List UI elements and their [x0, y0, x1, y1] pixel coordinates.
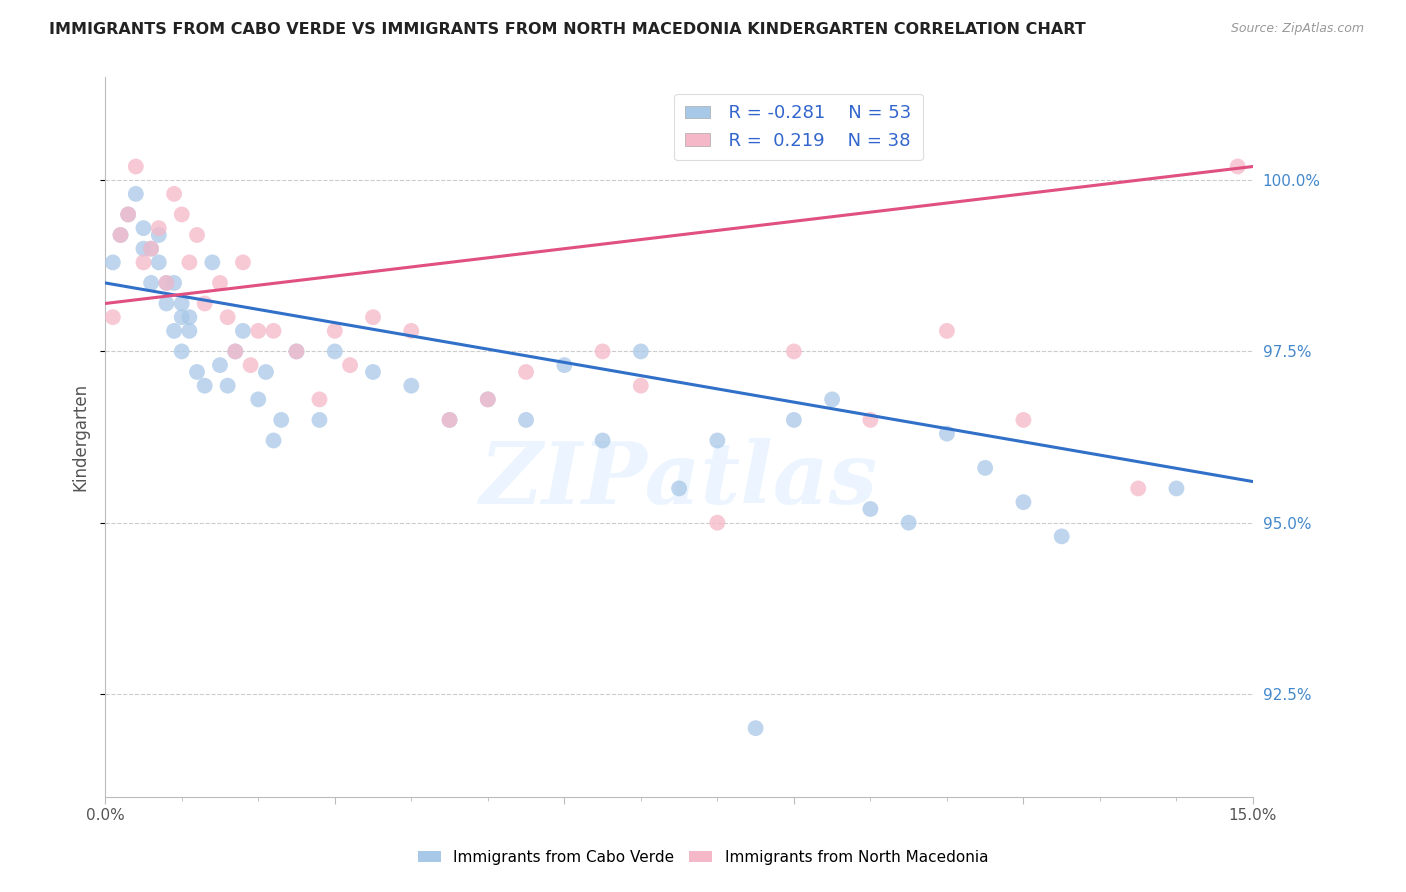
Point — [515, 413, 537, 427]
Point — [170, 310, 193, 325]
Point — [308, 413, 330, 427]
Point — [254, 365, 277, 379]
Point — [132, 221, 155, 235]
Point — [477, 392, 499, 407]
Y-axis label: Kindergarten: Kindergarten — [72, 383, 89, 491]
Point — [361, 365, 384, 379]
Point — [148, 227, 170, 242]
Point — [247, 392, 270, 407]
Point — [897, 516, 920, 530]
Point — [1166, 482, 1188, 496]
Point — [148, 255, 170, 269]
Point — [935, 426, 957, 441]
Point — [110, 227, 132, 242]
Point — [401, 378, 423, 392]
Point — [186, 227, 208, 242]
Point — [401, 324, 423, 338]
Point — [1226, 160, 1249, 174]
Point — [155, 276, 177, 290]
Point — [170, 207, 193, 221]
Point — [592, 434, 614, 448]
Point — [630, 344, 652, 359]
Point — [339, 358, 361, 372]
Point — [232, 255, 254, 269]
Point — [110, 227, 132, 242]
Point — [155, 296, 177, 310]
Point — [859, 502, 882, 516]
Point — [247, 324, 270, 338]
Point — [125, 160, 148, 174]
Legend:   R = -0.281    N = 53,   R =  0.219    N = 38: R = -0.281 N = 53, R = 0.219 N = 38 — [673, 94, 922, 161]
Point — [783, 344, 806, 359]
Point — [783, 413, 806, 427]
Point — [139, 242, 162, 256]
Point — [515, 365, 537, 379]
Point — [163, 186, 186, 201]
Point — [163, 276, 186, 290]
Point — [285, 344, 308, 359]
Point — [439, 413, 461, 427]
Point — [630, 378, 652, 392]
Point — [155, 276, 177, 290]
Point — [217, 378, 239, 392]
Point — [706, 434, 728, 448]
Point — [935, 324, 957, 338]
Point — [239, 358, 262, 372]
Text: ZIPatlas: ZIPatlas — [479, 439, 879, 522]
Point — [163, 324, 186, 338]
Point — [217, 310, 239, 325]
Text: IMMIGRANTS FROM CABO VERDE VS IMMIGRANTS FROM NORTH MACEDONIA KINDERGARTEN CORRE: IMMIGRANTS FROM CABO VERDE VS IMMIGRANTS… — [49, 22, 1085, 37]
Point — [1012, 495, 1035, 509]
Point — [170, 296, 193, 310]
Point — [132, 242, 155, 256]
Point — [974, 461, 997, 475]
Point — [263, 324, 285, 338]
Point — [439, 413, 461, 427]
Point — [208, 358, 231, 372]
Point — [186, 365, 208, 379]
Point — [194, 296, 217, 310]
Point — [132, 255, 155, 269]
Point — [101, 255, 124, 269]
Point — [148, 221, 170, 235]
Point — [270, 413, 292, 427]
Point — [323, 344, 346, 359]
Point — [744, 721, 766, 735]
Point — [1012, 413, 1035, 427]
Point — [101, 310, 124, 325]
Point — [117, 207, 139, 221]
Point — [1050, 529, 1073, 543]
Point — [179, 255, 201, 269]
Point — [361, 310, 384, 325]
Point — [232, 324, 254, 338]
Point — [859, 413, 882, 427]
Point — [821, 392, 844, 407]
Point — [194, 378, 217, 392]
Point — [179, 324, 201, 338]
Point — [285, 344, 308, 359]
Point — [139, 242, 162, 256]
Point — [706, 516, 728, 530]
Point — [1128, 482, 1150, 496]
Point — [117, 207, 139, 221]
Point — [477, 392, 499, 407]
Point — [224, 344, 246, 359]
Point — [208, 276, 231, 290]
Point — [668, 482, 690, 496]
Point — [553, 358, 575, 372]
Point — [179, 310, 201, 325]
Point — [170, 344, 193, 359]
Legend: Immigrants from Cabo Verde, Immigrants from North Macedonia: Immigrants from Cabo Verde, Immigrants f… — [412, 844, 994, 871]
Point — [592, 344, 614, 359]
Point — [263, 434, 285, 448]
Point — [308, 392, 330, 407]
Point — [323, 324, 346, 338]
Point — [139, 276, 162, 290]
Point — [224, 344, 246, 359]
Text: Source: ZipAtlas.com: Source: ZipAtlas.com — [1230, 22, 1364, 36]
Point — [201, 255, 224, 269]
Point — [125, 186, 148, 201]
